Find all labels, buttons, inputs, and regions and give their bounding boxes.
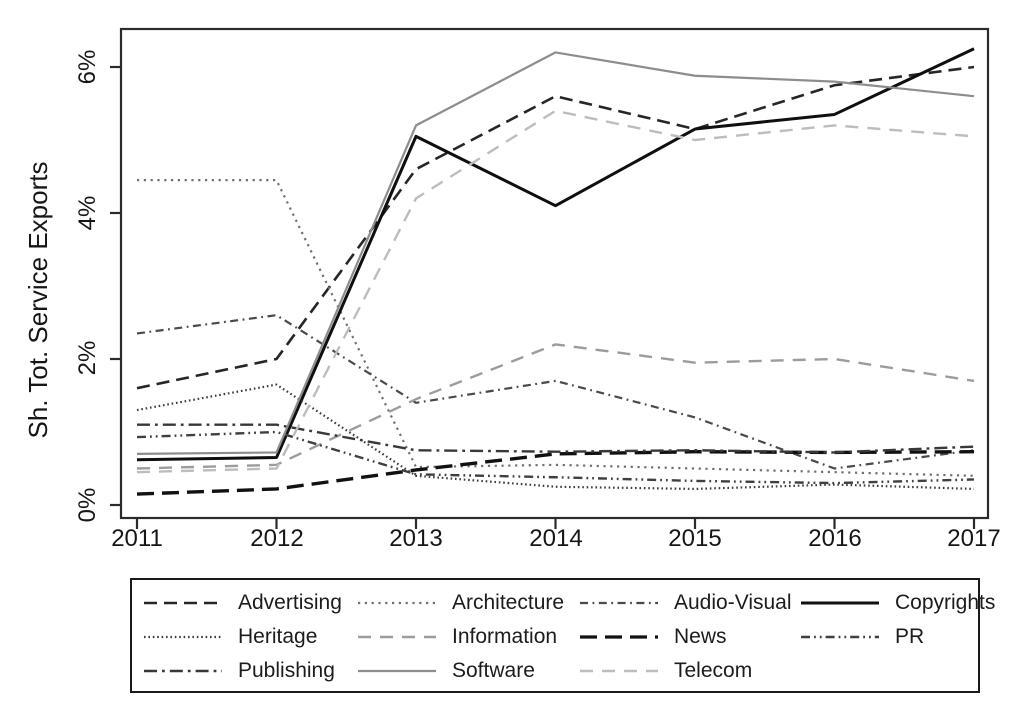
legend-label-news: News [674,625,727,648]
legend-line-sample-advertising [144,601,222,605]
legend-label-advertising: Advertising [238,591,342,614]
y-axis-title: Sh. Tot. Service Exports [23,161,53,439]
legend-line-sample-information [358,635,436,639]
legend-item-telecom: Telecom [579,659,800,683]
legend-line-sample-heritage [144,635,222,639]
legend-item-publishing: Publishing [143,659,357,683]
series-line-advertising [136,65,975,390]
x-tick-label-2011: 2011 [111,525,163,552]
series-line-telecom [136,109,975,474]
legend-line-sample-software [358,669,436,673]
y-tick-label-4pct: 4% [74,195,101,231]
legend-line-sample-pr [801,635,879,639]
y-tick-label-6pct: 6% [74,49,101,85]
legend-item-heritage: Heritage [143,625,357,649]
legend-label-publishing: Publishing [238,659,335,682]
legend-line-sample-news [580,635,658,639]
legend-line-sample-copyrights [801,601,879,605]
legend-item-audio-visual: Audio-Visual [579,591,800,615]
series-line-audio-visual [136,314,975,470]
x-tick-label-2014: 2014 [529,525,583,552]
legend-label-audio-visual: Audio-Visual [674,591,792,614]
series-line-copyrights [136,47,975,462]
legend-label-pr: PR [895,625,925,648]
legend-line-sample-audio-visual [580,601,658,605]
chart-area: Sh. Tot. Service Exports 0% 2% 4% 6% 201… [23,27,1001,552]
series-line-software [136,51,975,455]
legend-label-software: Software [452,659,535,682]
legend-item-pr: PR [800,625,978,649]
line-chart-plot [110,27,990,529]
x-tick-label-2012: 2012 [250,525,304,552]
legend-item-news: News [579,625,800,649]
legend-line-sample-telecom [580,669,658,673]
legend-label-telecom: Telecom [674,659,753,682]
legend-label-information: Information [452,625,558,648]
legend-box: Advertising Architecture Audio-Visual Co… [130,578,995,693]
legend-label-architecture: Architecture [452,591,565,614]
legend-item-software: Software [357,659,579,683]
series-line-information [136,343,975,470]
x-tick-label-2016: 2016 [808,525,862,552]
legend-item-copyrights: Copyrights [800,591,995,615]
series-line-news [136,450,975,496]
legend-label-heritage: Heritage [238,625,318,648]
legend-label-copyrights: Copyrights [895,591,996,614]
x-tick-label-2013: 2013 [389,525,443,552]
series-line-publishing [137,423,975,454]
legend-item-advertising: Advertising [143,591,357,615]
series-line-heritage [136,383,975,491]
legend-line-sample-publishing [144,669,222,673]
series-line-pr [136,430,975,485]
x-tick-label-2015: 2015 [668,525,722,552]
legend-item-information: Information [357,625,579,649]
x-tick-label-2017: 2017 [947,525,1001,552]
y-tick-label-2pct: 2% [74,340,101,376]
legend-item-architecture: Architecture [357,591,579,615]
legend-line-sample-architecture [358,601,436,605]
